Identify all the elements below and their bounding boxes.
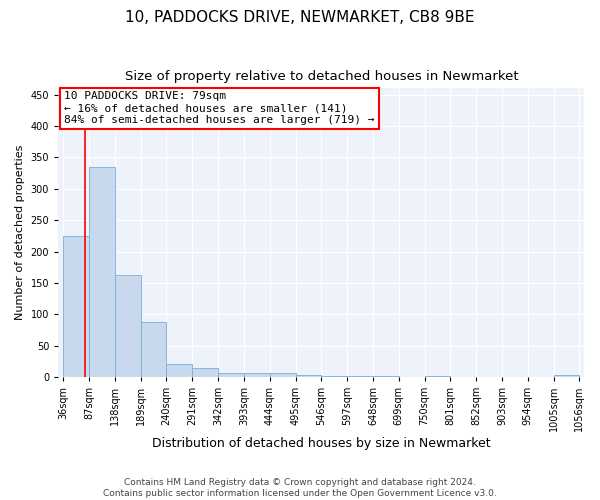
Bar	[322, 376, 347, 377]
Bar	[63, 236, 89, 377]
Bar	[425, 376, 451, 377]
Bar	[347, 376, 373, 377]
Title: Size of property relative to detached houses in Newmarket: Size of property relative to detached ho…	[125, 70, 518, 83]
Bar	[140, 322, 166, 377]
Text: Contains HM Land Registry data © Crown copyright and database right 2024.
Contai: Contains HM Land Registry data © Crown c…	[103, 478, 497, 498]
X-axis label: Distribution of detached houses by size in Newmarket: Distribution of detached houses by size …	[152, 437, 491, 450]
Bar	[270, 372, 296, 377]
Y-axis label: Number of detached properties: Number of detached properties	[15, 145, 25, 320]
Bar	[115, 274, 140, 377]
Bar	[554, 375, 580, 377]
Bar	[89, 167, 115, 377]
Bar	[373, 376, 399, 377]
Text: 10 PADDOCKS DRIVE: 79sqm
← 16% of detached houses are smaller (141)
84% of semi-: 10 PADDOCKS DRIVE: 79sqm ← 16% of detach…	[64, 92, 375, 124]
Text: 10, PADDOCKS DRIVE, NEWMARKET, CB8 9BE: 10, PADDOCKS DRIVE, NEWMARKET, CB8 9BE	[125, 10, 475, 25]
Bar	[244, 372, 270, 377]
Bar	[218, 374, 244, 377]
Bar	[193, 368, 218, 377]
Bar	[296, 374, 322, 377]
Bar	[166, 364, 193, 377]
